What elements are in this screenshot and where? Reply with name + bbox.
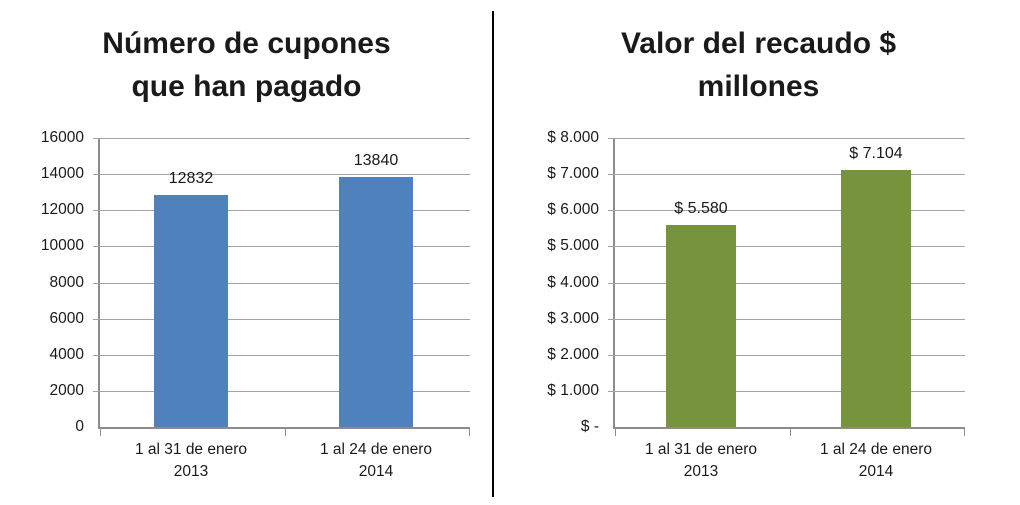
gridline — [608, 391, 965, 392]
gridline — [93, 174, 470, 175]
chart-panel-recaudo: Valor del recaudo $ millones $ 8.000 $ 7.… — [497, 0, 1020, 505]
x-axis-tick — [790, 429, 791, 436]
gridline — [93, 138, 470, 139]
gridline — [608, 319, 965, 320]
gridline — [608, 355, 965, 356]
category-label-line: 2014 — [358, 463, 394, 480]
gridline — [93, 246, 470, 247]
category-label-line: 2013 — [683, 463, 719, 480]
y-axis-tick-label: $ 2.000 — [547, 346, 599, 363]
panel-divider-line — [492, 11, 494, 497]
y-axis-tick-label: 6000 — [49, 310, 84, 327]
chart-title-line: Valor del recaudo $ — [620, 27, 897, 60]
x-axis-tick — [615, 429, 616, 436]
plot-area-cupones — [93, 138, 470, 436]
y-axis-tick-label: $ 7.000 — [547, 165, 599, 182]
gridline — [608, 283, 965, 284]
category-label-line: 2013 — [173, 463, 209, 480]
category-label-line: 1 al 31 de enero — [644, 441, 758, 458]
x-axis-tick — [100, 429, 101, 436]
y-axis-tick-label: $ 5.000 — [547, 237, 599, 254]
bar — [154, 195, 228, 427]
gridline — [93, 319, 470, 320]
gridline — [93, 391, 470, 392]
gridline — [608, 174, 965, 175]
gridline — [608, 138, 965, 139]
y-axis-tick-label: 12000 — [40, 201, 84, 218]
chart-title-line: millones — [697, 70, 820, 103]
chart-title-recaudo: Valor del recaudo $ millones — [497, 22, 1020, 108]
chart-title-line: que han pagado — [131, 70, 362, 103]
x-axis-tick — [469, 429, 470, 436]
category-label-line: 1 al 31 de enero — [134, 441, 248, 458]
y-axis-tick-label: $ 4.000 — [547, 274, 599, 291]
bar-value-label: 12832 — [168, 170, 214, 187]
chart-title-line: Número de cupones — [102, 27, 391, 60]
category-label-line: 1 al 24 de enero — [319, 441, 433, 458]
y-axis-tick-label: $ 3.000 — [547, 310, 599, 327]
gridline — [93, 283, 470, 284]
y-axis-tick-label: $ 6.000 — [547, 201, 599, 218]
bar — [666, 225, 736, 427]
gridline — [93, 210, 470, 211]
y-axis-tick-label: 14000 — [40, 165, 84, 182]
gridline — [93, 355, 470, 356]
y-axis-tick-label: 0 — [75, 418, 84, 435]
y-axis-tick-label: 2000 — [49, 382, 84, 399]
y-axis-tick-label: 4000 — [49, 346, 84, 363]
x-axis-tick — [285, 429, 286, 436]
bar-value-label: $ 7.104 — [849, 145, 903, 162]
y-axis-tick-label: $ 1.000 — [547, 382, 599, 399]
category-label: 1 al 24 de enero 2014 — [286, 439, 466, 483]
category-label: 1 al 31 de enero 2013 — [101, 439, 281, 483]
y-axis-tick-label: 10000 — [40, 237, 84, 254]
bar — [339, 177, 413, 427]
gridline — [608, 210, 965, 211]
category-label: 1 al 24 de enero 2014 — [786, 439, 966, 483]
category-label-line: 1 al 24 de enero — [819, 441, 933, 458]
x-axis-tick — [964, 429, 965, 436]
bar-value-label: $ 5.580 — [674, 200, 728, 217]
plot-area-recaudo — [608, 138, 965, 436]
category-label-line: 2014 — [858, 463, 894, 480]
chart-title-cupones: Número de cupones que han pagado — [0, 22, 493, 108]
category-label: 1 al 31 de enero 2013 — [611, 439, 791, 483]
y-axis-tick-label: $ 8.000 — [547, 129, 599, 146]
chart-panel-cupones: Número de cupones que han pagado 16000 14… — [0, 0, 493, 505]
gridline — [608, 246, 965, 247]
y-axis-tick-label: $ - — [580, 418, 599, 435]
y-axis-tick-label: 8000 — [49, 274, 84, 291]
bar — [841, 170, 911, 427]
bar-value-label: 13840 — [353, 152, 399, 169]
y-axis-tick-label: 16000 — [40, 129, 84, 146]
